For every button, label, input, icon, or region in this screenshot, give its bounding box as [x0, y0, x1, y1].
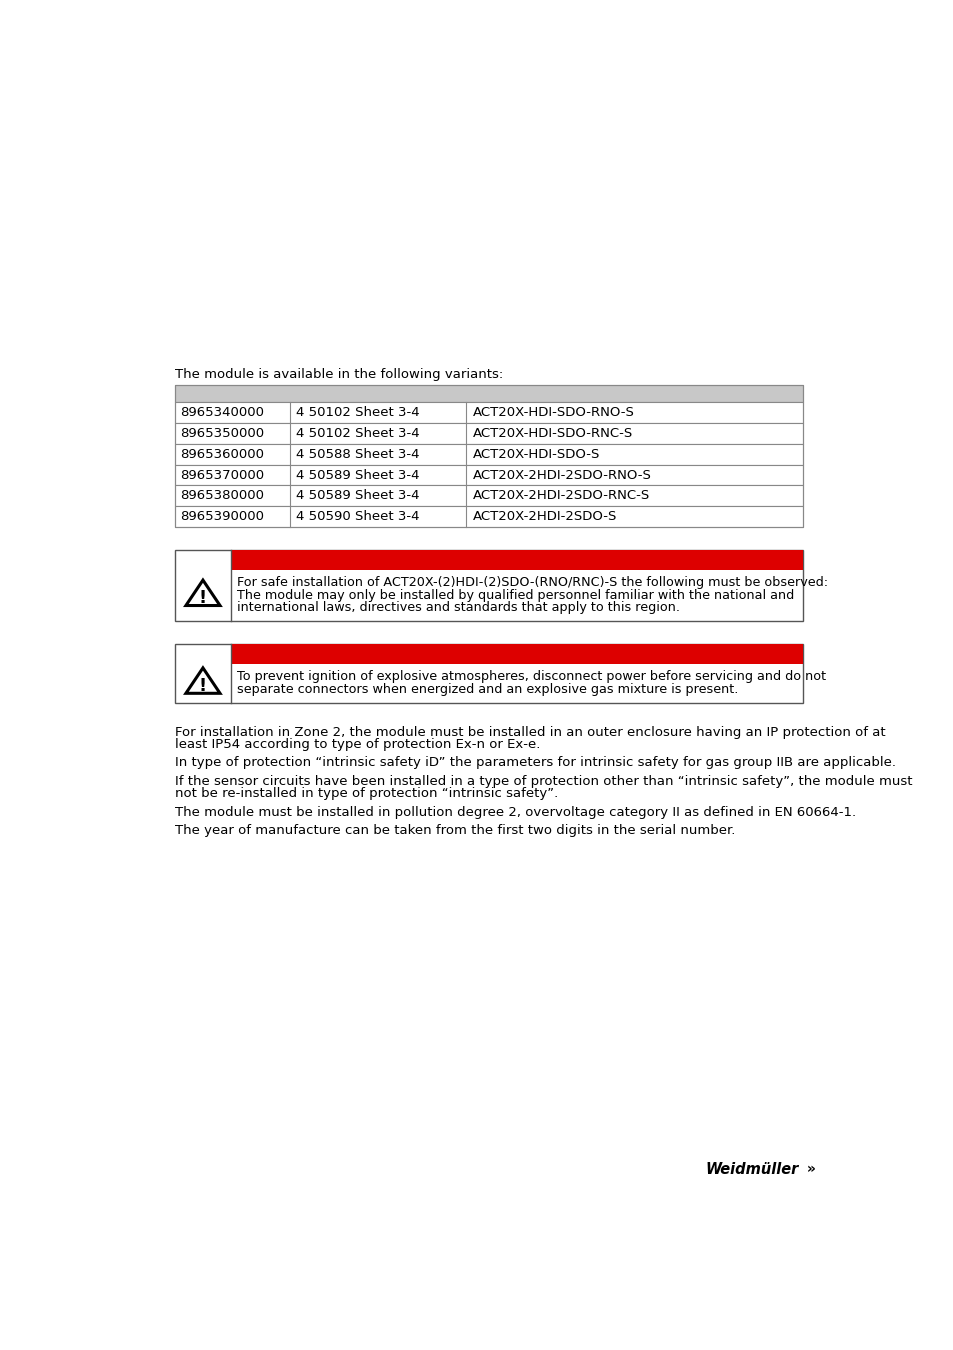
Bar [231, 644, 802, 664]
Bar [174, 444, 802, 464]
Text: ACT20X-HDI-SDO-RNC-S: ACT20X-HDI-SDO-RNC-S [472, 427, 632, 440]
Bar [174, 385, 802, 526]
Text: 4 50590 Sheet 3-4: 4 50590 Sheet 3-4 [295, 510, 419, 522]
Bar [174, 549, 802, 621]
Text: ACT20X-2HDI-2SDO-RNO-S: ACT20X-2HDI-2SDO-RNO-S [472, 468, 651, 482]
Text: ACT20X-2HDI-2SDO-RNC-S: ACT20X-2HDI-2SDO-RNC-S [472, 489, 649, 502]
Bar [174, 464, 802, 486]
Text: 4 50102 Sheet 3-4: 4 50102 Sheet 3-4 [295, 427, 419, 440]
Bar [174, 486, 802, 506]
Text: 8965340000: 8965340000 [180, 406, 264, 418]
Text: »: » [806, 1162, 815, 1176]
Text: 8965370000: 8965370000 [180, 468, 264, 482]
Text: The year of manufacture can be taken from the first two digits in the serial num: The year of manufacture can be taken fro… [174, 825, 735, 837]
Bar [231, 549, 802, 570]
Bar [174, 423, 802, 444]
Text: In type of protection “intrinsic safety iD” the parameters for intrinsic safety : In type of protection “intrinsic safety … [174, 756, 895, 770]
Bar [174, 402, 802, 423]
Text: 4 50589 Sheet 3-4: 4 50589 Sheet 3-4 [295, 468, 419, 482]
Text: 4 50589 Sheet 3-4: 4 50589 Sheet 3-4 [295, 489, 419, 502]
Text: 4 50588 Sheet 3-4: 4 50588 Sheet 3-4 [295, 448, 419, 460]
Text: If the sensor circuits have been installed in a type of protection other than “i: If the sensor circuits have been install… [174, 775, 912, 788]
Text: least IP54 according to type of protection Ex-n or Ex-e.: least IP54 according to type of protecti… [174, 738, 539, 751]
Text: For installation in Zone 2, the module must be installed in an outer enclosure h: For installation in Zone 2, the module m… [174, 726, 884, 738]
Bar [174, 385, 802, 402]
Text: Weidmüller: Weidmüller [705, 1161, 798, 1177]
Text: 8965380000: 8965380000 [180, 489, 264, 502]
Text: The module is available in the following variants:: The module is available in the following… [174, 369, 503, 381]
Text: not be re-installed in type of protection “intrinsic safety”.: not be re-installed in type of protectio… [174, 787, 558, 801]
Text: !: ! [198, 676, 207, 695]
Text: 8965360000: 8965360000 [180, 448, 264, 460]
Text: 8965390000: 8965390000 [180, 510, 264, 522]
Text: international laws, directives and standards that apply to this region.: international laws, directives and stand… [236, 601, 679, 614]
Text: The module must be installed in pollution degree 2, overvoltage category II as d: The module must be installed in pollutio… [174, 806, 855, 818]
Text: ACT20X-HDI-SDO-S: ACT20X-HDI-SDO-S [472, 448, 599, 460]
Text: 8965350000: 8965350000 [180, 427, 264, 440]
Bar [174, 644, 802, 702]
Text: For safe installation of ACT20X-(2)HDI-(2)SDO-(RNO/RNC)-S the following must be : For safe installation of ACT20X-(2)HDI-(… [236, 576, 827, 589]
Text: !: ! [198, 589, 207, 606]
Text: ACT20X-HDI-SDO-RNO-S: ACT20X-HDI-SDO-RNO-S [472, 406, 634, 418]
Text: ACT20X-2HDI-2SDO-S: ACT20X-2HDI-2SDO-S [472, 510, 617, 522]
Text: To prevent ignition of explosive atmospheres, disconnect power before servicing : To prevent ignition of explosive atmosph… [236, 670, 825, 683]
Text: The module may only be installed by qualified personnel familiar with the nation: The module may only be installed by qual… [236, 589, 794, 602]
Bar [174, 506, 802, 526]
Text: separate connectors when energized and an explosive gas mixture is present.: separate connectors when energized and a… [236, 683, 738, 695]
Text: 4 50102 Sheet 3-4: 4 50102 Sheet 3-4 [295, 406, 419, 418]
